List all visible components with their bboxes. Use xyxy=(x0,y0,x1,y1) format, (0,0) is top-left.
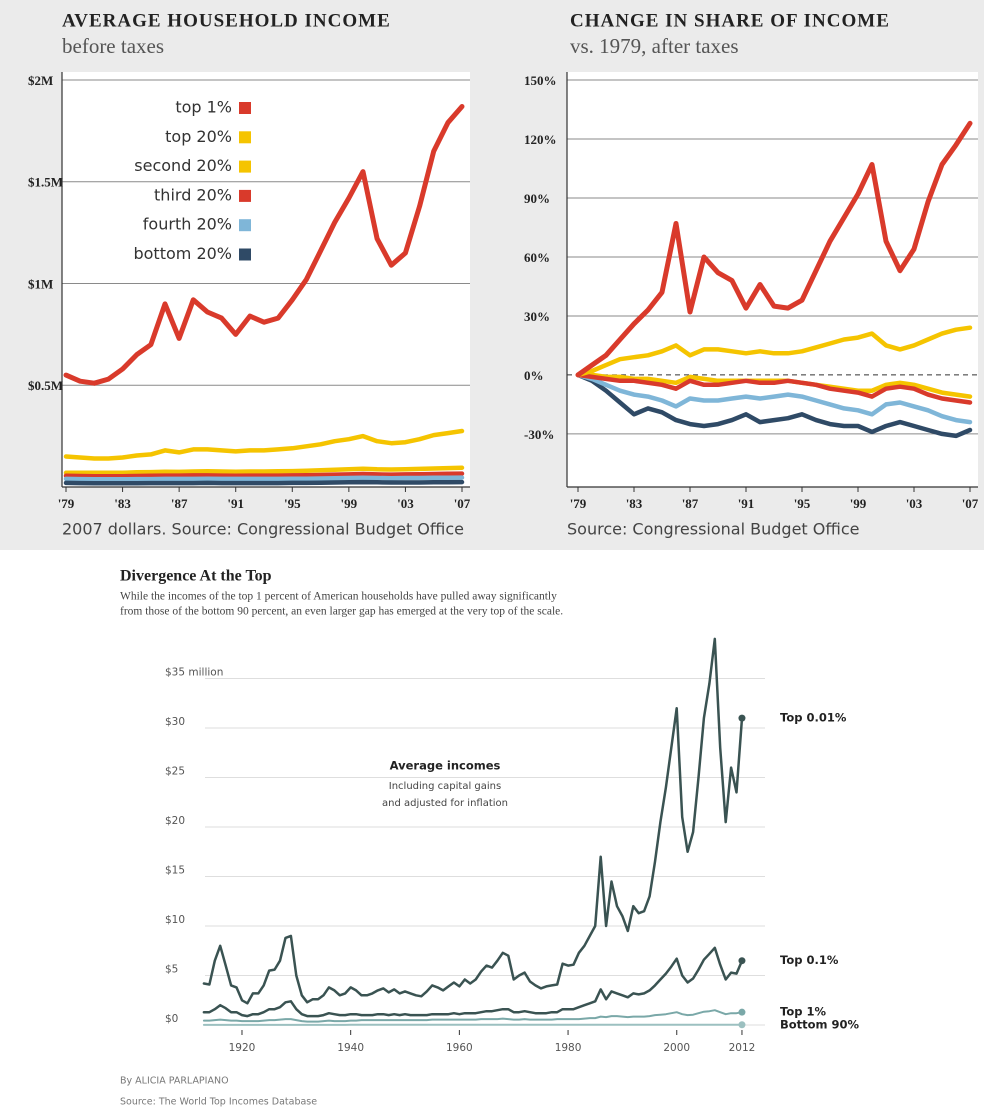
end-dot xyxy=(738,714,746,722)
x-tick-label: '99 xyxy=(341,496,358,511)
x-tick-label: '07 xyxy=(962,496,979,511)
y-tick-label: $2M xyxy=(28,73,53,88)
end-dot xyxy=(738,1008,746,1016)
x-tick-label: '87 xyxy=(682,496,699,511)
chart-subtitle: While the incomes of the top 1 percent o… xyxy=(120,591,557,603)
chart-title: AVERAGE HOUSEHOLD INCOME xyxy=(62,10,391,31)
x-tick-label: 1940 xyxy=(337,1042,364,1054)
series-line xyxy=(575,372,973,405)
series-line xyxy=(575,325,973,378)
x-tick-label: '79 xyxy=(570,496,587,511)
series-line xyxy=(63,465,465,476)
y-tick-label: 120% xyxy=(524,132,557,147)
y-tick-label: $30 xyxy=(165,716,185,728)
y-tick-label: 150% xyxy=(524,73,557,88)
x-tick-label: '83 xyxy=(626,496,643,511)
source-note: Source: Congressional Budget Office xyxy=(567,520,859,539)
x-tick-label: '99 xyxy=(850,496,867,511)
y-tick-label: $0 xyxy=(165,1013,178,1025)
x-tick-label: '03 xyxy=(397,496,414,511)
y-tick-label: $1.5M xyxy=(28,175,63,190)
legend-label: second 20% xyxy=(134,156,232,175)
y-tick-label: 0% xyxy=(524,368,544,383)
y-tick-label: $1M xyxy=(28,276,53,291)
legend-swatch xyxy=(239,160,251,173)
y-tick-label: -30% xyxy=(524,427,554,442)
chart-title: Divergence At the Top xyxy=(120,568,272,585)
series-line xyxy=(202,637,744,1005)
end-dot xyxy=(738,957,746,965)
series-line xyxy=(575,120,973,378)
x-tick-label: 2000 xyxy=(663,1042,690,1054)
series-line xyxy=(202,1009,743,1023)
x-tick-label: 1980 xyxy=(555,1042,582,1054)
y-tick-label: 30% xyxy=(524,309,550,324)
y-tick-label: $20 xyxy=(165,815,185,827)
x-tick-label: 2012 xyxy=(729,1042,756,1054)
y-tick-label: 60% xyxy=(524,250,550,265)
series-line xyxy=(202,946,744,1018)
legend-label: third 20% xyxy=(154,185,232,204)
series-line xyxy=(63,475,465,482)
credit: By ALICIA PARLAPIANO xyxy=(120,1076,229,1087)
chart-title: CHANGE IN SHARE OF INCOME xyxy=(570,10,890,31)
y-tick-label: $5 xyxy=(165,964,178,976)
end-dot xyxy=(738,1021,746,1029)
chart-subtitle: from those of the bottom 90 percent, an … xyxy=(120,606,563,618)
series-line xyxy=(575,372,973,439)
y-tick-label: $25 xyxy=(165,766,185,778)
x-tick-label: '87 xyxy=(171,496,188,511)
x-tick-label: '79 xyxy=(58,496,75,511)
x-tick-label: '91 xyxy=(738,496,755,511)
chart-subtitle: vs. 1979, after taxes xyxy=(570,34,739,58)
legend-label: top 1% xyxy=(175,98,232,117)
legend-swatch xyxy=(239,102,251,114)
annotation: and adjusted for inflation xyxy=(382,798,508,809)
x-tick-label: '91 xyxy=(227,496,244,511)
credit: Source: The World Top Incomes Database xyxy=(120,1097,317,1108)
legend-label: top 20% xyxy=(165,127,232,146)
end-label: Top 0.1% xyxy=(780,953,839,967)
y-tick-label: $10 xyxy=(165,914,185,926)
end-label: Top 0.01% xyxy=(780,711,847,725)
plot-background xyxy=(567,72,978,487)
series-line xyxy=(63,471,465,479)
legend-label: fourth 20% xyxy=(143,215,232,234)
legend-swatch xyxy=(239,131,251,144)
legend-swatch xyxy=(239,189,251,202)
legend-label: bottom 20% xyxy=(133,244,232,263)
series-line xyxy=(575,372,973,425)
y-tick-label: $0.5M xyxy=(28,378,63,393)
plot-background xyxy=(62,72,470,487)
x-tick-label: 1960 xyxy=(446,1042,473,1054)
annotation: Including capital gains xyxy=(389,781,501,792)
chart-subtitle: before taxes xyxy=(62,34,164,58)
x-tick-label: 1920 xyxy=(229,1042,256,1054)
end-label: Top 1% xyxy=(780,1005,826,1019)
x-tick-label: '95 xyxy=(284,496,301,511)
y-tick-label: $35 million xyxy=(165,667,223,679)
x-tick-label: '07 xyxy=(454,496,471,511)
x-tick-label: '95 xyxy=(794,496,811,511)
y-tick-label: 90% xyxy=(524,191,550,206)
series-line xyxy=(63,428,465,461)
y-tick-label: $15 xyxy=(165,865,185,877)
series-line xyxy=(63,104,465,386)
annotation: Average incomes xyxy=(390,759,501,773)
source-note: 2007 dollars. Source: Congressional Budg… xyxy=(62,520,464,539)
x-tick-label: '03 xyxy=(906,496,923,511)
series-line xyxy=(63,479,465,486)
legend-swatch xyxy=(239,219,251,232)
legend-swatch xyxy=(239,248,251,261)
x-tick-label: '83 xyxy=(114,496,131,511)
end-label: Bottom 90% xyxy=(780,1017,860,1031)
